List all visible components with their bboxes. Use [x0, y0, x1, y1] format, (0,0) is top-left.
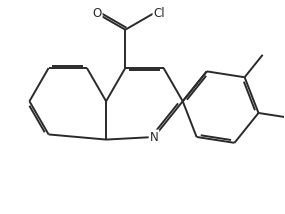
Text: O: O — [92, 7, 102, 20]
Text: Cl: Cl — [153, 7, 165, 20]
Text: N: N — [150, 131, 158, 144]
